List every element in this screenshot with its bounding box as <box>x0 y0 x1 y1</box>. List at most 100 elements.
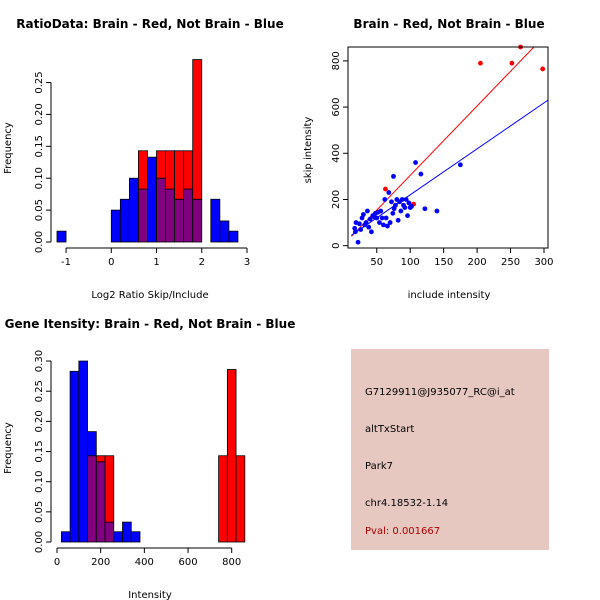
not-brain-point <box>405 213 410 219</box>
x-tick-label: 150 <box>434 257 453 268</box>
not-brain-point <box>403 197 409 202</box>
x-tick-label: 100 <box>401 257 420 268</box>
not-brain-point <box>358 227 364 232</box>
not-brain-point <box>386 190 392 195</box>
not-brain-bar <box>78 360 88 543</box>
overlap-bar <box>104 521 115 543</box>
y-tick-label: 0.00 <box>34 531 45 553</box>
chart-title: Gene Itensity: Brain - Red, Not Brain - … <box>5 317 296 331</box>
not-brain-point <box>390 210 396 216</box>
y-tick-label: 0.05 <box>34 501 45 523</box>
y-tick-label: 0.10 <box>34 471 45 493</box>
brain-bar <box>156 150 166 179</box>
gene-name: Park7 <box>365 461 393 472</box>
y-tick-label: 0 <box>331 243 342 249</box>
not-brain-bar <box>219 220 230 243</box>
x-tick-label: 3 <box>244 257 250 268</box>
brain-point <box>478 60 483 66</box>
not-brain-point <box>389 199 394 205</box>
not-brain-point <box>393 202 398 208</box>
x-tick-label: 50 <box>370 257 383 268</box>
axes: -1 0 1 2 3 0.00 0.05 0.10 0.15 0.20 0.25 <box>34 71 250 268</box>
brain-fit-line <box>350 46 535 237</box>
y-tick-label: 400 <box>331 144 342 163</box>
bars <box>56 59 239 243</box>
ratio-histogram: RatioData: Brain - Red, Not Brain - Blue… <box>3 17 284 301</box>
x-tick-label: 300 <box>534 257 553 268</box>
not-brain-point <box>409 204 414 209</box>
y-axis-label: skip intensity <box>303 117 314 184</box>
not-brain-point <box>399 197 405 202</box>
probe-id: G7129911@J935077_RC@i_at <box>365 387 515 398</box>
brain-point <box>540 66 546 72</box>
fit-lines <box>350 46 549 237</box>
overlap-bar <box>174 198 185 243</box>
x-tick-label: -1 <box>61 257 71 268</box>
not-brain-bar <box>119 198 130 243</box>
brain-bar <box>138 150 148 190</box>
y-axis-label: Frequency <box>3 122 14 174</box>
not-brain-point <box>360 212 366 217</box>
not-brain-point <box>356 221 362 227</box>
x-axis-label: Intensity <box>128 590 172 600</box>
y-tick-label: 0.05 <box>34 199 45 221</box>
y-tick-label: 0.15 <box>34 440 45 462</box>
x-tick-label: 600 <box>178 557 197 568</box>
brain-bar <box>165 150 176 190</box>
axes: 0 200 400 600 800 0.00 0.05 0.10 0.15 0.20 0.25 0.3… <box>34 350 241 568</box>
x-tick-label: 200 <box>468 257 487 268</box>
gene-info-panel: G7129911@J935077_RC@i_at altTxStart Park… <box>351 349 549 550</box>
x-tick-label: 1 <box>153 257 159 268</box>
not-brain-point <box>352 229 358 235</box>
not-brain-fit-line <box>351 99 549 236</box>
overlap-bar <box>87 455 97 543</box>
not-brain-point <box>395 217 401 223</box>
brain-bar <box>104 455 115 523</box>
x-tick-label: 2 <box>199 257 205 268</box>
not-brain-point <box>366 224 372 230</box>
brain-bar <box>174 150 185 200</box>
brain-bar <box>226 369 237 543</box>
x-tick-label: 200 <box>91 557 110 568</box>
axes: 50 100 150 200 250 300 0 200 400 600 800 <box>331 46 554 268</box>
not-brain-point <box>398 208 404 214</box>
not-brain-point <box>364 208 370 214</box>
not-brain-bar <box>228 230 239 243</box>
not-brain-bar <box>128 177 139 243</box>
not-brain-point <box>383 215 389 221</box>
plot-frame <box>347 46 549 249</box>
not-brain-point <box>385 223 390 229</box>
not-brain-point <box>381 222 386 228</box>
x-tick-label: 0 <box>108 257 114 268</box>
not-brain-bar <box>87 431 97 457</box>
overlap-bar <box>95 461 106 543</box>
y-tick-label: 0.25 <box>34 71 45 93</box>
not-brain-point <box>457 162 463 168</box>
chart-title: RatioData: Brain - Red, Not Brain - Blue <box>16 17 283 31</box>
y-tick-label: 800 <box>331 51 342 70</box>
y-tick-label: 200 <box>331 190 342 209</box>
overlap-bar <box>138 188 148 243</box>
not-brain-point <box>406 200 412 206</box>
not-brain-point <box>422 206 428 212</box>
intensity-histogram: Gene Itensity: Brain - Red, Not Brain - … <box>3 317 295 600</box>
brain-bar <box>235 455 246 543</box>
not-brain-point <box>382 197 388 202</box>
not-brain-point <box>402 205 408 210</box>
not-brain-point <box>418 171 424 177</box>
brain-bar <box>183 150 194 190</box>
x-tick-label: 250 <box>501 257 520 268</box>
not-brain-bar <box>113 531 123 543</box>
y-tick-label: 0.25 <box>34 380 45 402</box>
overlap-bar <box>165 188 176 243</box>
not-brain-point <box>367 216 373 222</box>
y-tick-label: 0.20 <box>34 103 45 125</box>
chart-title: Brain - Red, Not Brain - Blue <box>353 17 544 31</box>
brain-point <box>509 60 515 66</box>
not-brain-point <box>378 208 384 214</box>
not-brain-point <box>391 173 396 179</box>
y-tick-label: 0.30 <box>34 350 45 372</box>
not-brain-bar <box>110 209 121 243</box>
not-brain-point <box>377 220 382 225</box>
